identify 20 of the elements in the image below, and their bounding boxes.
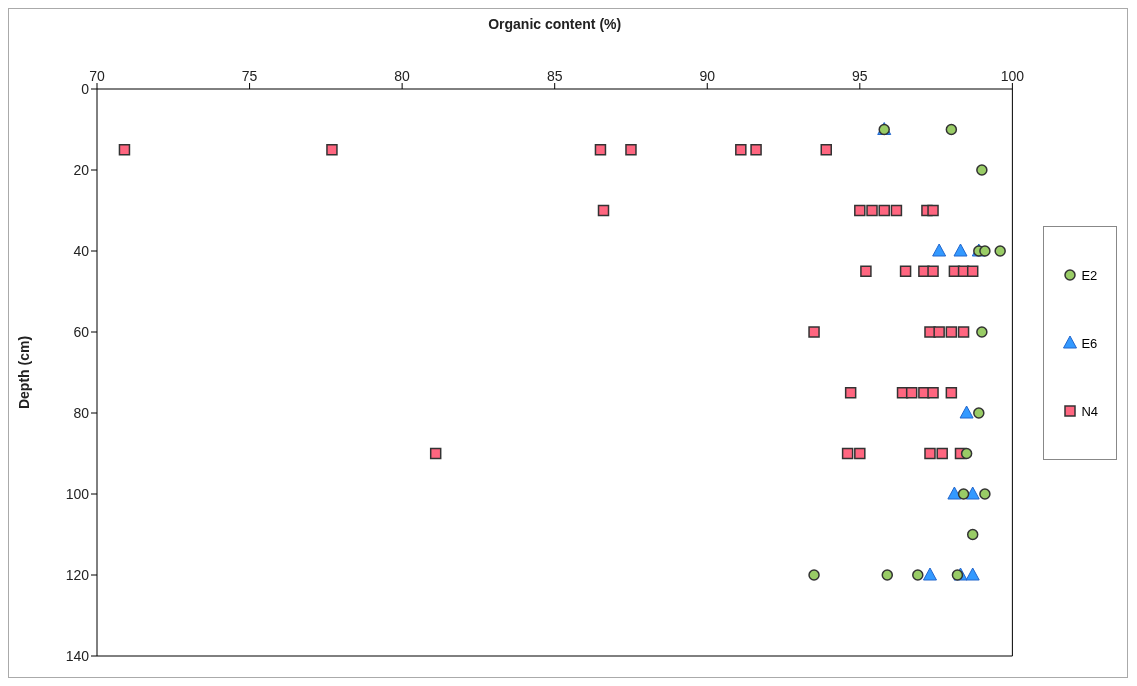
y-axis-title: Depth (cm) bbox=[15, 335, 32, 410]
x-tick-label: 90 bbox=[699, 68, 716, 84]
legend-label: E2 bbox=[1081, 267, 1098, 283]
x-tick-label: 100 bbox=[1000, 68, 1025, 84]
y-tick-label: 120 bbox=[65, 566, 90, 583]
y-tick-label: 80 bbox=[73, 404, 90, 421]
x-tick-label: 80 bbox=[394, 68, 411, 84]
x-tick-label: 75 bbox=[241, 68, 258, 84]
y-tick-label: 140 bbox=[65, 647, 90, 664]
y-tick-label: 20 bbox=[73, 161, 90, 178]
y-tick-label: 100 bbox=[65, 485, 90, 502]
y-tick-label: 40 bbox=[73, 242, 90, 259]
y-tick-label: 0 bbox=[81, 80, 90, 97]
y-tick-label: 60 bbox=[73, 323, 90, 340]
x-axis-title: Organic content (%) bbox=[488, 15, 622, 32]
x-tick-label: 95 bbox=[852, 68, 868, 84]
legend-label: E6 bbox=[1081, 335, 1098, 351]
legend-label: N4 bbox=[1081, 403, 1098, 419]
x-tick-label: 70 bbox=[89, 68, 105, 84]
x-tick-label: 85 bbox=[546, 68, 563, 84]
